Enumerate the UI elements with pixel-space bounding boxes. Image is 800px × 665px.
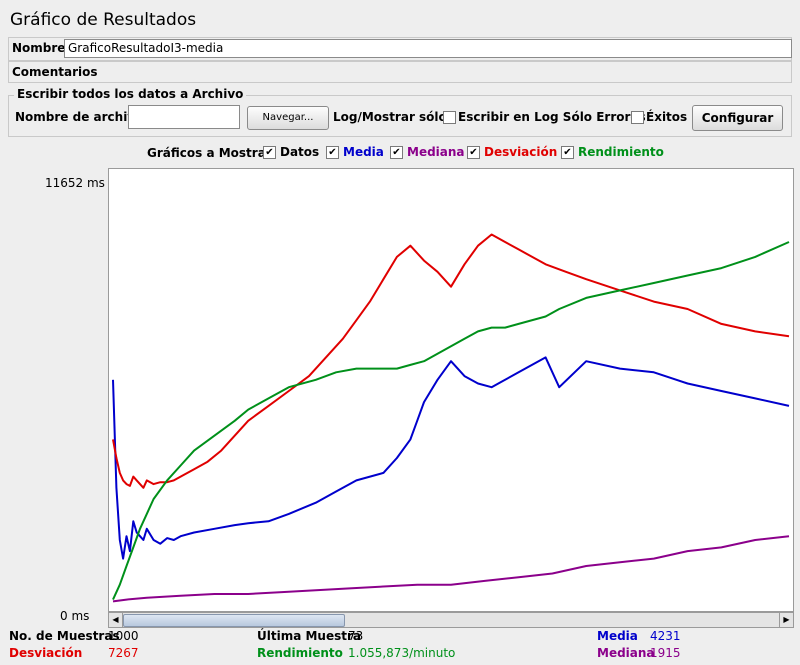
graph-toggle-label: Mediana bbox=[407, 145, 465, 159]
scroll-thumb[interactable] bbox=[123, 614, 345, 627]
samples-value: 1000 bbox=[108, 629, 139, 643]
success-checkbox[interactable] bbox=[631, 111, 644, 124]
last-sample-label: Última Muestra bbox=[257, 629, 362, 643]
chart-scrollbar[interactable]: ◀ ▶ bbox=[108, 612, 794, 628]
file-panel-legend: Escribir todos los datos a Archivo bbox=[14, 87, 247, 101]
results-chart bbox=[108, 168, 794, 612]
check-icon[interactable]: ✔ bbox=[326, 145, 339, 159]
check-icon[interactable]: ✔ bbox=[263, 145, 276, 159]
comments-row[interactable]: Comentarios bbox=[8, 61, 792, 83]
graph-toggle-rendimiento[interactable]: ✔ Rendimiento bbox=[561, 145, 664, 159]
median-label: Mediana bbox=[597, 646, 655, 660]
graph-toggle-label: Rendimiento bbox=[578, 145, 664, 159]
name-label: Nombre: bbox=[12, 41, 71, 55]
errors-only-checkbox[interactable] bbox=[443, 111, 456, 124]
file-name-input[interactable] bbox=[128, 105, 240, 129]
graph-toggle-label: Desviación bbox=[484, 145, 558, 159]
page-title: Gráfico de Resultados bbox=[10, 10, 197, 30]
series-line-rendimiento bbox=[112, 241, 790, 601]
check-icon[interactable]: ✔ bbox=[561, 145, 574, 159]
graphs-to-show-label: Gráficos a Mostrar bbox=[147, 146, 272, 160]
throughput-value: 1.055,873/minuto bbox=[348, 646, 456, 660]
check-icon[interactable]: ✔ bbox=[467, 145, 480, 159]
configure-button[interactable]: Configurar bbox=[692, 105, 783, 131]
name-input[interactable]: GraficoResultadoI3-media bbox=[64, 39, 792, 58]
samples-label: No. de Muestras bbox=[9, 629, 120, 643]
media-label: Media bbox=[597, 629, 638, 643]
file-name-label: Nombre de archivo bbox=[15, 110, 144, 124]
scroll-left-icon[interactable]: ◀ bbox=[109, 613, 123, 627]
media-value: 4231 bbox=[650, 629, 681, 643]
file-panel bbox=[8, 95, 792, 137]
series-line-media bbox=[112, 356, 790, 560]
success-label: Éxitos bbox=[646, 110, 688, 124]
graph-toggle-desviacion[interactable]: ✔ Desviación bbox=[467, 145, 557, 159]
browse-button[interactable]: Navegar... bbox=[247, 106, 329, 130]
name-row: Nombre: GraficoResultadoI3-media bbox=[8, 37, 792, 61]
scroll-right-icon[interactable]: ▶ bbox=[779, 613, 793, 627]
median-value: 1915 bbox=[650, 646, 681, 660]
series-line-desviacin bbox=[112, 233, 790, 489]
graph-toggle-label: Media bbox=[343, 145, 384, 159]
graph-toggle-media[interactable]: ✔ Media bbox=[326, 145, 384, 159]
errors-only-label: Escribir en Log Sólo Errores bbox=[458, 110, 646, 124]
y-axis-min-label: 0 ms bbox=[60, 609, 90, 623]
comments-label: Comentarios bbox=[12, 65, 98, 79]
series-line-mediana bbox=[112, 535, 790, 603]
check-icon[interactable]: ✔ bbox=[390, 145, 403, 159]
throughput-label: Rendimiento bbox=[257, 646, 343, 660]
chart-canvas bbox=[112, 233, 790, 603]
deviation-label: Desviación bbox=[9, 646, 83, 660]
graph-toggle-mediana[interactable]: ✔ Mediana bbox=[390, 145, 465, 159]
deviation-value: 7267 bbox=[108, 646, 139, 660]
y-axis-max-label: 11652 ms bbox=[45, 176, 105, 190]
log-show-label: Log/Mostrar sólo: bbox=[333, 110, 452, 124]
graph-toggle-datos[interactable]: ✔ Datos bbox=[263, 145, 319, 159]
graph-toggle-label: Datos bbox=[280, 145, 320, 159]
last-sample-value: 73 bbox=[348, 629, 364, 643]
